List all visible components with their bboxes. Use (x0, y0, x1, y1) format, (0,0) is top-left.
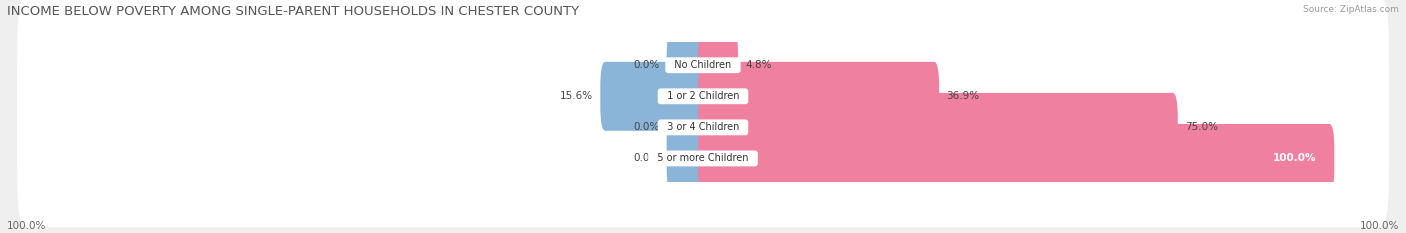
FancyBboxPatch shape (697, 31, 738, 100)
Text: 0.0%: 0.0% (633, 154, 659, 163)
FancyBboxPatch shape (697, 124, 1334, 193)
Text: Source: ZipAtlas.com: Source: ZipAtlas.com (1303, 5, 1399, 14)
Text: 5 or more Children: 5 or more Children (651, 154, 755, 163)
Text: 75.0%: 75.0% (1185, 122, 1218, 132)
FancyBboxPatch shape (697, 62, 939, 131)
Text: 100.0%: 100.0% (1360, 221, 1399, 231)
FancyBboxPatch shape (666, 124, 709, 193)
FancyBboxPatch shape (17, 0, 1389, 134)
Text: 3 or 4 Children: 3 or 4 Children (661, 122, 745, 132)
Text: 100.0%: 100.0% (7, 221, 46, 231)
FancyBboxPatch shape (697, 93, 1178, 162)
FancyBboxPatch shape (17, 59, 1389, 196)
FancyBboxPatch shape (666, 31, 709, 100)
FancyBboxPatch shape (666, 93, 709, 162)
FancyBboxPatch shape (17, 90, 1389, 227)
Text: 15.6%: 15.6% (560, 91, 593, 101)
Text: INCOME BELOW POVERTY AMONG SINGLE-PARENT HOUSEHOLDS IN CHESTER COUNTY: INCOME BELOW POVERTY AMONG SINGLE-PARENT… (7, 5, 579, 18)
Text: 0.0%: 0.0% (633, 60, 659, 70)
Text: 4.8%: 4.8% (745, 60, 772, 70)
Text: No Children: No Children (668, 60, 738, 70)
FancyBboxPatch shape (17, 27, 1389, 165)
Text: 100.0%: 100.0% (1274, 154, 1317, 163)
FancyBboxPatch shape (600, 62, 709, 131)
Text: 1 or 2 Children: 1 or 2 Children (661, 91, 745, 101)
Text: 36.9%: 36.9% (946, 91, 980, 101)
Text: 0.0%: 0.0% (633, 122, 659, 132)
